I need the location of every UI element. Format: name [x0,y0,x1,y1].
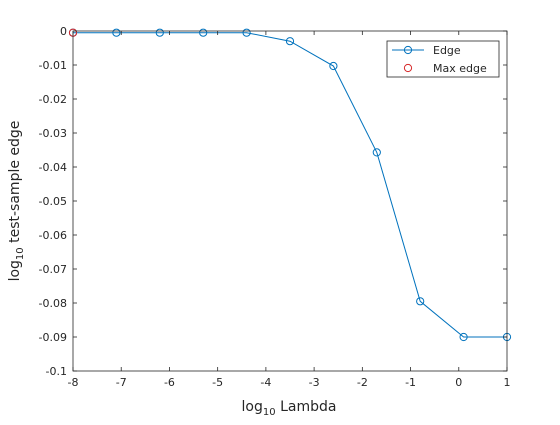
y-tick-label: -0.05 [39,195,67,208]
edge-point [199,28,208,37]
y-axis-title-rest: test-sample edge [7,121,23,248]
y-axis: 0 -0.01 -0.02 -0.03 -0.04 -0.05 -0.06 -0.07 -0.0… [39,25,507,378]
y-tick-label: -0.02 [39,93,67,106]
x-tick-label: -2 [357,376,368,389]
legend-edge-label: Edge [433,44,461,57]
y-tick-label: -0.09 [39,331,67,344]
x-tick-label: -7 [116,376,127,389]
y-tick-label: -0.07 [39,263,67,276]
y-axis-title-base: log [7,260,23,281]
x-tick-label: -3 [309,376,320,389]
edge-point [285,37,295,46]
plot-area [73,31,507,371]
legend-max-edge-marker [403,63,413,73]
edge-point [372,148,381,157]
x-axis-title-subscript: 10 [263,407,276,418]
x-tick-label: -6 [164,376,175,389]
edge-point [329,61,338,71]
legend-max-edge-label: Max edge [433,62,487,75]
y-tick-label: -0.03 [39,127,67,140]
x-tick-label: -4 [260,376,271,389]
x-tick-label: -8 [68,376,79,389]
x-axis: -8 -7 -6 -5 -4 -3 -2 -1 0 1 [68,31,511,389]
x-tick-label: 1 [504,376,511,389]
edge-point [416,297,425,306]
x-axis-title-rest: Lambda [276,399,337,415]
y-axis-title: log10 test-sample edge [7,121,26,282]
x-tick-label: -5 [212,376,223,389]
legend-edge-marker [403,45,413,55]
y-axis-title-subscript: 10 [15,247,26,260]
y-tick-label: -0.04 [39,161,67,174]
edge-point [155,28,164,37]
edge-point [112,28,121,37]
edge-point [242,28,251,37]
x-axis-title-base: log [242,399,263,415]
edge-series-line [73,32,507,338]
x-tick-label: 0 [455,376,462,389]
legend: Edge Max edge [386,40,500,78]
edge-point [459,332,468,342]
y-tick-label: -0.01 [39,59,67,72]
x-axis-title: log10 Lambda [242,399,337,418]
y-tick-label: 0 [60,25,67,38]
y-tick-label: -0.1 [46,365,67,378]
y-tick-label: -0.08 [39,297,67,310]
y-tick-label: -0.06 [39,229,67,242]
x-tick-label: -1 [405,376,416,389]
